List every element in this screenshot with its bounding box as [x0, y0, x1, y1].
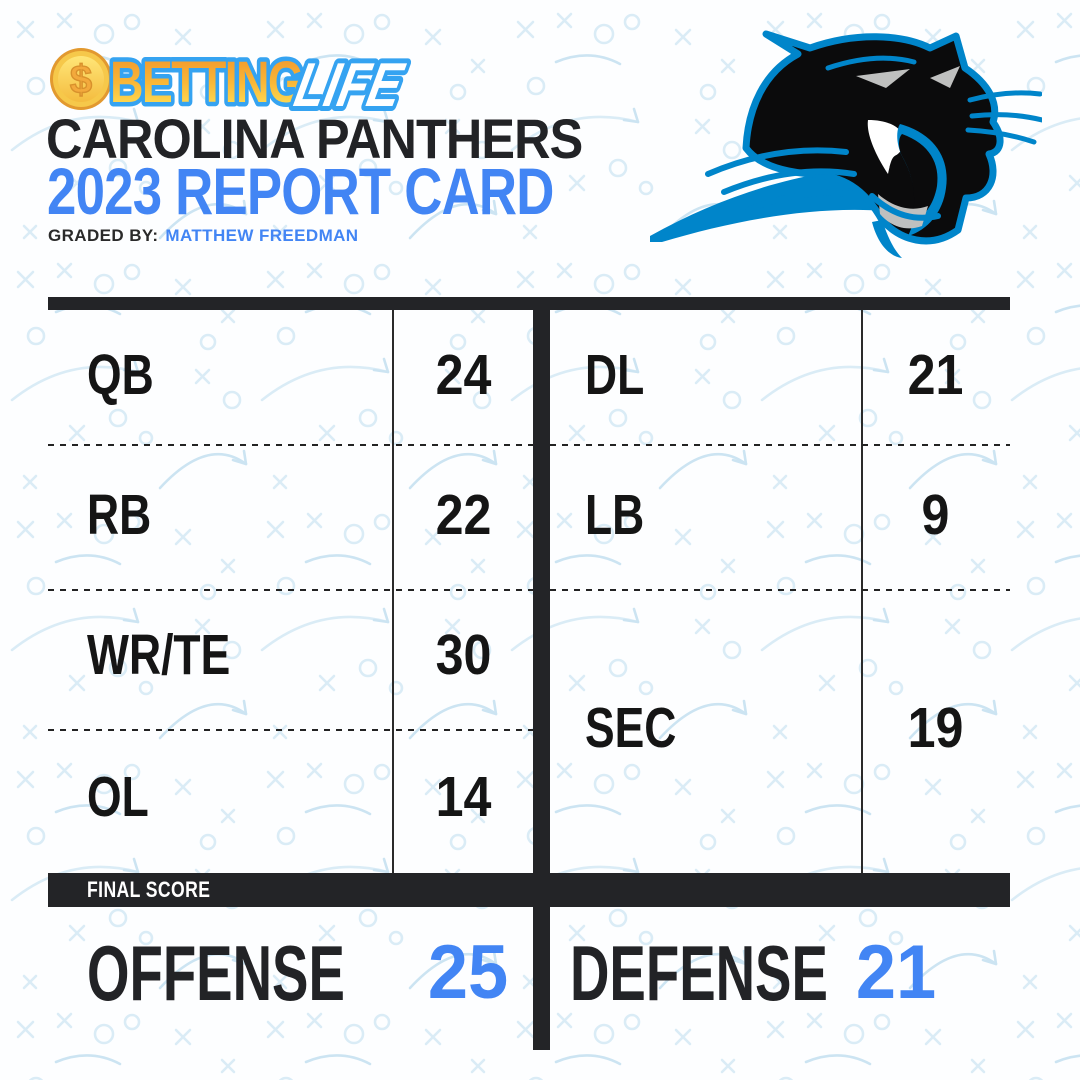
betting-wordmark: BETTING — [110, 50, 302, 115]
row-label-dl: DL — [585, 343, 645, 407]
row-value-rb: 22 — [435, 483, 492, 547]
graded-by-name: MATTHEW FREEDMAN — [165, 226, 359, 245]
row-value-lb: 9 — [921, 483, 950, 547]
center-divider — [533, 297, 550, 1050]
row-separator — [550, 444, 1010, 446]
offense-value-divider — [392, 310, 394, 875]
report-title: 2023 REPORT CARD — [47, 154, 554, 228]
defense-score: 21 — [855, 930, 937, 1015]
row-label-sec: SEC — [585, 696, 677, 760]
row-value-ol: 14 — [435, 765, 492, 829]
life-wordmark: LIFE — [289, 50, 410, 119]
defense-label: DEFENSE — [570, 929, 828, 1017]
row-value-wrte: 30 — [435, 623, 492, 687]
row-value-sec: 19 — [907, 696, 964, 760]
offense-label: OFFENSE — [87, 929, 345, 1017]
row-label-rb: RB — [87, 483, 152, 547]
graded-by-label: GRADED BY: — [48, 226, 159, 245]
svg-text:$: $ — [70, 58, 92, 102]
dollar-coin-icon: $ — [50, 48, 112, 110]
row-separator — [550, 589, 1010, 591]
row-value-qb: 24 — [435, 343, 492, 407]
final-score-label: FINAL SCORE — [87, 877, 211, 902]
row-label-qb: QB — [87, 343, 154, 407]
offense-score: 25 — [427, 930, 509, 1015]
defense-value-divider — [861, 310, 863, 875]
row-separator — [48, 444, 533, 446]
row-separator — [48, 589, 533, 591]
row-separator — [48, 729, 533, 731]
final-score-bar — [48, 873, 1010, 907]
graded-by-line: GRADED BY: MATTHEW FREEDMAN — [48, 226, 358, 246]
table-top-bar — [48, 297, 1010, 310]
row-label-lb: LB — [585, 483, 645, 547]
team-name: CAROLINA PANTHERS — [46, 107, 583, 170]
row-label-wrte: WR/TE — [87, 623, 231, 687]
row-label-ol: OL — [87, 765, 149, 829]
row-value-dl: 21 — [907, 343, 964, 407]
carolina-panthers-head-logo — [650, 30, 1042, 258]
bettinglife-logo: $ BETTING LIFE — [50, 45, 414, 124]
